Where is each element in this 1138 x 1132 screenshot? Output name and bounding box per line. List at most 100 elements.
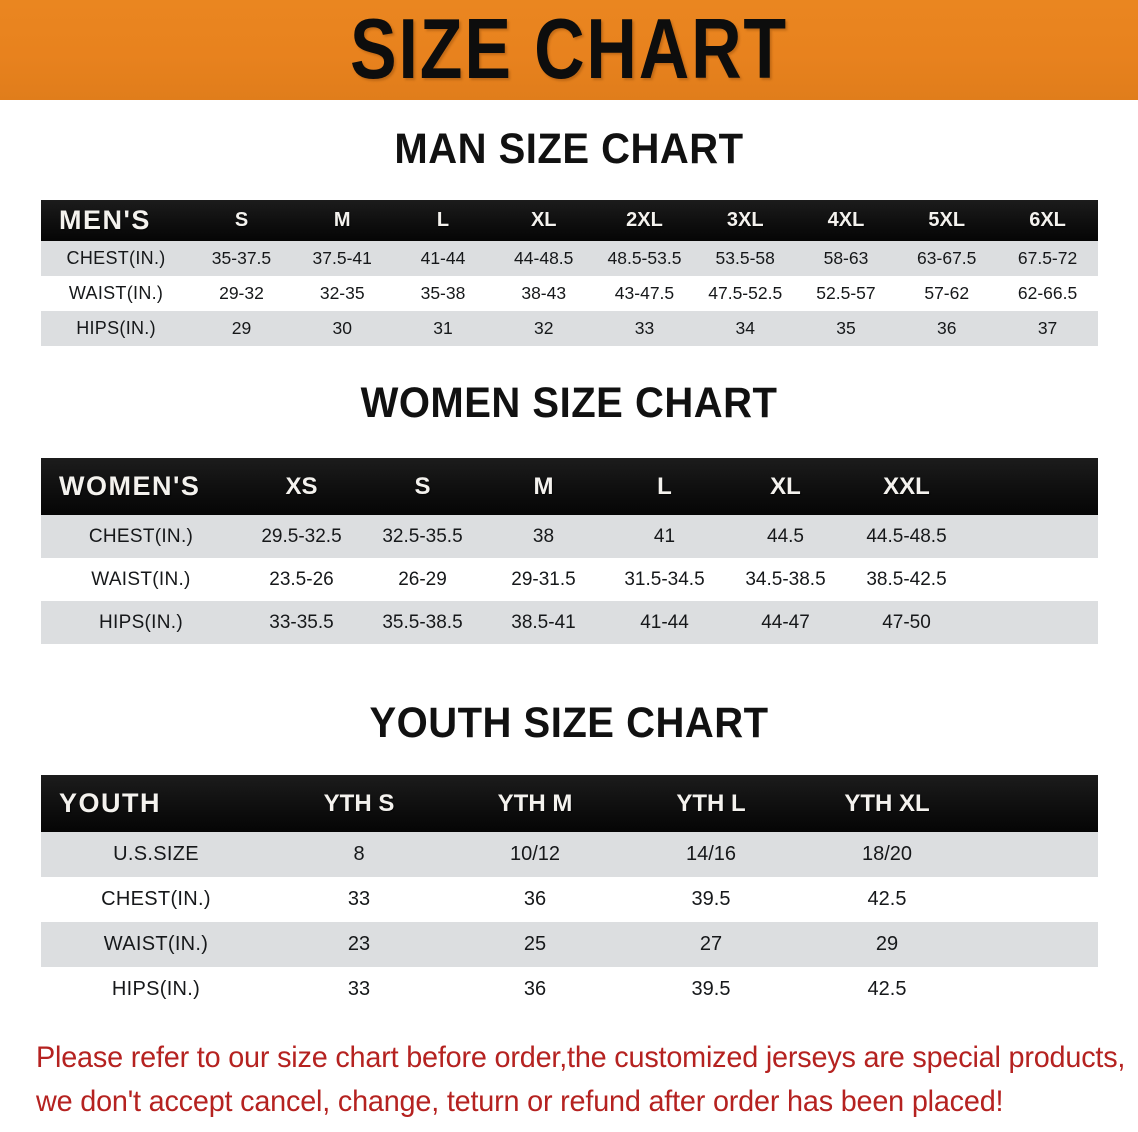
men-cell: 35-38 <box>420 283 466 303</box>
men-cell: 52.5-57 <box>816 283 876 303</box>
women-cell-spacer <box>967 558 1098 601</box>
women-cell: 35.5-38.5 <box>382 611 463 633</box>
women-cell: 47-50 <box>882 611 931 633</box>
disclaimer-line-2: we don't accept cancel, change, teturn o… <box>36 1085 1004 1118</box>
men-cell: 48.5-53.5 <box>607 248 682 268</box>
men-cell: 44-48.5 <box>514 248 574 268</box>
disclaimer-text: Please refer to our size chart before or… <box>36 1036 1126 1124</box>
women-cell: 34.5-38.5 <box>745 568 826 590</box>
women-cell-spacer <box>967 515 1098 558</box>
table-row: CHEST(IN.) 29.5-32.5 32.5-35.5 38 41 44.… <box>41 515 1098 558</box>
men-size-header: 3XL <box>726 209 764 231</box>
women-corner-label: WOMEN'S <box>59 471 201 501</box>
women-size-header: L <box>657 472 672 500</box>
men-cell: 29-32 <box>219 283 264 303</box>
men-size-header: 4XL <box>827 209 865 231</box>
women-cell: 41-44 <box>640 611 689 633</box>
section-title-youth: YOUTH SIZE CHART <box>369 700 769 747</box>
men-size-header: M <box>333 209 351 231</box>
youth-header-row: YOUTH YTH S YTH M YTH L YTH XL <box>41 775 1098 832</box>
youth-cell: 10/12 <box>509 843 561 865</box>
men-row-label: WAIST(IN.) <box>68 283 164 303</box>
men-cell: 35-37.5 <box>211 248 272 268</box>
men-header-row: MEN'S S M L XL 2XL 3XL 4XL 5XL 6XL <box>41 200 1098 241</box>
youth-row-label: HIPS(IN.) <box>111 978 201 1000</box>
men-cell: 62-66.5 <box>1017 283 1078 303</box>
youth-row-label: CHEST(IN.) <box>101 888 211 910</box>
section-title-women: WOMEN SIZE CHART <box>360 380 778 427</box>
men-cell: 31 <box>433 318 453 338</box>
women-row-label: HIPS(IN.) <box>99 611 183 633</box>
youth-row-label: WAIST(IN.) <box>103 933 209 955</box>
women-size-header: XS <box>285 472 318 500</box>
youth-size-header: YTH S <box>323 789 395 817</box>
youth-cell: 25 <box>523 933 547 955</box>
men-cell: 37.5-41 <box>312 248 372 268</box>
men-size-header: L <box>436 209 450 231</box>
men-size-header: 6XL <box>1029 209 1066 231</box>
youth-row-label: U.S.SIZE <box>113 843 199 865</box>
men-cell: 30 <box>332 318 352 338</box>
women-cell: 29-31.5 <box>511 568 576 590</box>
men-cell: 37 <box>1037 318 1058 338</box>
men-size-table: MEN'S S M L XL 2XL 3XL 4XL 5XL 6XL CHEST… <box>41 200 1098 346</box>
table-row: CHEST(IN.) 35-37.5 37.5-41 41-44 44-48.5… <box>41 241 1098 276</box>
men-size-header: S <box>234 209 249 231</box>
youth-size-header: YTH L <box>676 789 746 817</box>
women-cell: 44.5-48.5 <box>866 525 947 547</box>
men-cell: 43-47.5 <box>614 283 675 303</box>
women-cell: 31.5-34.5 <box>624 568 705 590</box>
men-row-label: HIPS(IN.) <box>76 318 156 338</box>
page-banner: SIZE CHART <box>0 0 1138 100</box>
men-cell: 38-43 <box>521 283 567 303</box>
table-row: U.S.SIZE 8 10/12 14/16 18/20 <box>41 832 1098 877</box>
youth-cell: 42.5 <box>867 888 907 910</box>
youth-cell-spacer <box>975 967 1098 1012</box>
youth-cell-spacer <box>975 877 1098 922</box>
women-cell: 38.5-41 <box>511 611 576 633</box>
men-cell: 47.5-52.5 <box>708 283 783 303</box>
women-cell-spacer <box>967 601 1098 644</box>
women-row-label: WAIST(IN.) <box>91 568 191 590</box>
women-size-table: WOMEN'S XS S M L XL XXL CHEST(IN.) 29.5-… <box>41 458 1098 644</box>
men-cell: 29 <box>231 318 252 338</box>
men-cell: 32 <box>534 318 554 338</box>
men-cell: 32-35 <box>319 283 365 303</box>
youth-cell: 23 <box>347 933 371 955</box>
women-size-header: XL <box>770 472 801 500</box>
youth-cell-spacer <box>975 832 1098 877</box>
youth-cell: 36 <box>523 978 547 1000</box>
youth-cell: 18/20 <box>861 843 913 865</box>
youth-cell: 29 <box>875 933 899 955</box>
table-row: WAIST(IN.) 29-32 32-35 35-38 38-43 43-47… <box>41 276 1098 311</box>
youth-cell: 27 <box>699 933 723 955</box>
men-cell: 34 <box>735 318 755 338</box>
women-cell: 41 <box>653 525 676 547</box>
men-cell: 41-44 <box>420 248 466 268</box>
women-cell: 29.5-32.5 <box>261 525 342 547</box>
youth-cell: 42.5 <box>867 978 907 1000</box>
disclaimer-line-1: Please refer to our size chart before or… <box>36 1041 1126 1074</box>
youth-cell: 33 <box>347 978 371 1000</box>
youth-size-table: YOUTH YTH S YTH M YTH L YTH XL U.S.SIZE … <box>41 775 1098 1012</box>
women-cell: 32.5-35.5 <box>382 525 463 547</box>
table-row: WAIST(IN.) 23 25 27 29 <box>41 922 1098 967</box>
table-row: CHEST(IN.) 33 36 39.5 42.5 <box>41 877 1098 922</box>
men-row-label: CHEST(IN.) <box>66 248 166 268</box>
women-cell: 38 <box>532 525 555 547</box>
youth-cell: 33 <box>347 888 371 910</box>
youth-size-header: YTH XL <box>844 789 930 817</box>
women-row-label: CHEST(IN.) <box>88 525 194 547</box>
women-cell: 26-29 <box>398 568 447 590</box>
women-size-header: S <box>414 472 431 500</box>
women-size-header: M <box>533 472 554 500</box>
women-size-header: XXL <box>883 472 930 500</box>
youth-cell: 39.5 <box>691 978 731 1000</box>
men-cell: 63-67.5 <box>917 248 977 268</box>
women-cell: 44-47 <box>761 611 810 633</box>
section-title-man: MAN SIZE CHART <box>394 126 744 173</box>
men-size-header: 2XL <box>626 209 663 231</box>
youth-cell-spacer <box>975 922 1098 967</box>
women-header-spacer <box>967 458 1098 515</box>
women-cell: 33-35.5 <box>269 611 334 633</box>
